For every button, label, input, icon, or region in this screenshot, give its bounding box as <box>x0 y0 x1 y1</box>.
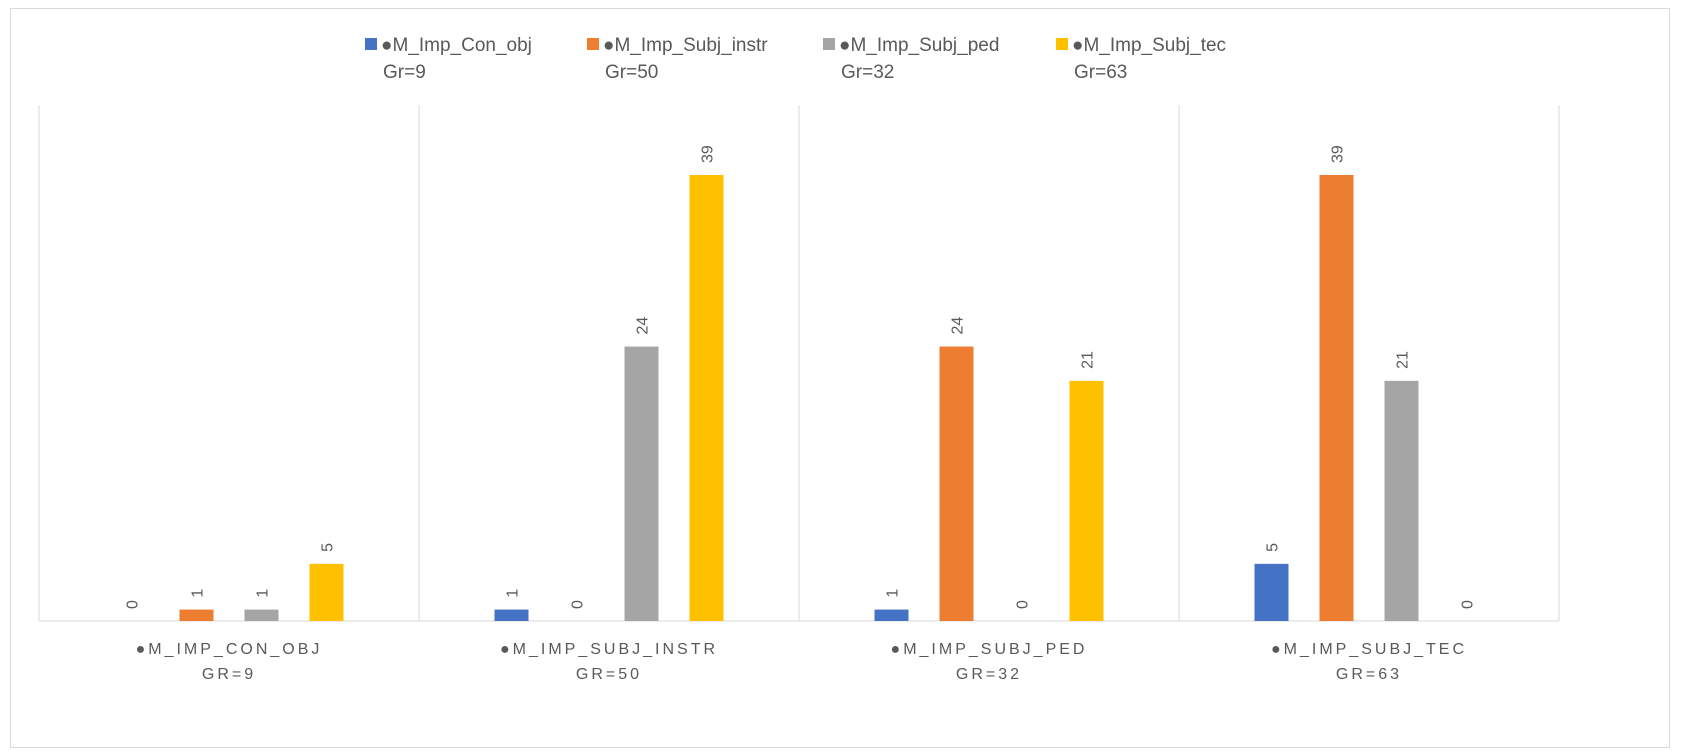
bar <box>874 609 909 621</box>
category-label: ●M_IMP_CON_OBJ <box>136 641 323 658</box>
bar <box>624 346 659 621</box>
bar <box>1069 380 1104 621</box>
data-label: 5 <box>1265 543 1282 552</box>
bar-chart: ●M_Imp_Con_obj Gr=9 ●M_Imp_Subj_instr Gr=50… <box>38 35 1560 683</box>
legend-sublabel: Gr=32 <box>841 62 894 83</box>
x-axis: ●M_IMP_CON_OBJ GR=9 ●M_IMP_SUBJ_INSTR GR=50… <box>136 641 1467 683</box>
data-label: 21 <box>1395 351 1412 369</box>
data-label: 1 <box>885 589 902 598</box>
category-sublabel: GR=63 <box>1336 666 1402 683</box>
bar <box>689 175 724 621</box>
bar <box>309 563 344 621</box>
legend-swatch <box>823 38 835 50</box>
data-label: 21 <box>1080 351 1097 369</box>
bar <box>179 609 214 621</box>
legend-item: ●M_Imp_Subj_ped Gr=32 <box>823 35 999 83</box>
legend-label: ●M_Imp_Subj_instr <box>603 35 768 56</box>
category-label: ●M_IMP_SUBJ_PED <box>891 641 1088 658</box>
plot-area: 0 1 1 5 1 0 24 39 1 24 0 21 5 39 21 0 <box>38 105 1560 622</box>
bar <box>494 609 529 621</box>
bar <box>244 609 279 621</box>
legend-sublabel: Gr=63 <box>1074 62 1127 83</box>
legend-swatch <box>365 38 377 50</box>
data-label: 24 <box>635 317 652 335</box>
bar <box>939 346 974 621</box>
category-sublabel: GR=9 <box>202 666 256 683</box>
legend-swatch <box>587 38 599 50</box>
legend-label: ●M_Imp_Subj_ped <box>839 35 999 56</box>
data-label: 39 <box>1330 145 1347 163</box>
data-label: 1 <box>505 589 522 598</box>
category-sublabel: GR=32 <box>956 666 1022 683</box>
legend-label: ●M_Imp_Con_obj <box>381 35 532 56</box>
bar <box>1384 380 1419 621</box>
legend-label: ●M_Imp_Subj_tec <box>1072 35 1226 56</box>
legend: ●M_Imp_Con_obj Gr=9 ●M_Imp_Subj_instr Gr=50… <box>365 35 1226 83</box>
legend-item: ●M_Imp_Con_obj Gr=9 <box>365 35 532 83</box>
data-label: 1 <box>190 589 207 598</box>
data-label: 0 <box>125 600 142 609</box>
legend-item: ●M_Imp_Subj_instr Gr=50 <box>587 35 768 83</box>
legend-sublabel: Gr=9 <box>383 62 426 83</box>
data-label: 24 <box>950 317 967 335</box>
category-sublabel: GR=50 <box>576 666 642 683</box>
data-label: 0 <box>570 600 587 609</box>
data-label: 39 <box>700 145 717 163</box>
category-label: ●M_IMP_SUBJ_INSTR <box>500 641 718 658</box>
bar <box>1319 175 1354 621</box>
legend-item: ●M_Imp_Subj_tec Gr=63 <box>1056 35 1226 83</box>
chart-frame: ●M_Imp_Con_obj Gr=9 ●M_Imp_Subj_instr Gr=50… <box>10 8 1670 748</box>
data-label: 1 <box>255 589 272 598</box>
legend-sublabel: Gr=50 <box>605 62 658 83</box>
data-label: 5 <box>320 543 337 552</box>
category-label: ●M_IMP_SUBJ_TEC <box>1271 641 1467 658</box>
data-label: 0 <box>1460 600 1477 609</box>
bar <box>1254 563 1289 621</box>
data-label: 0 <box>1015 600 1032 609</box>
legend-swatch <box>1056 38 1068 50</box>
